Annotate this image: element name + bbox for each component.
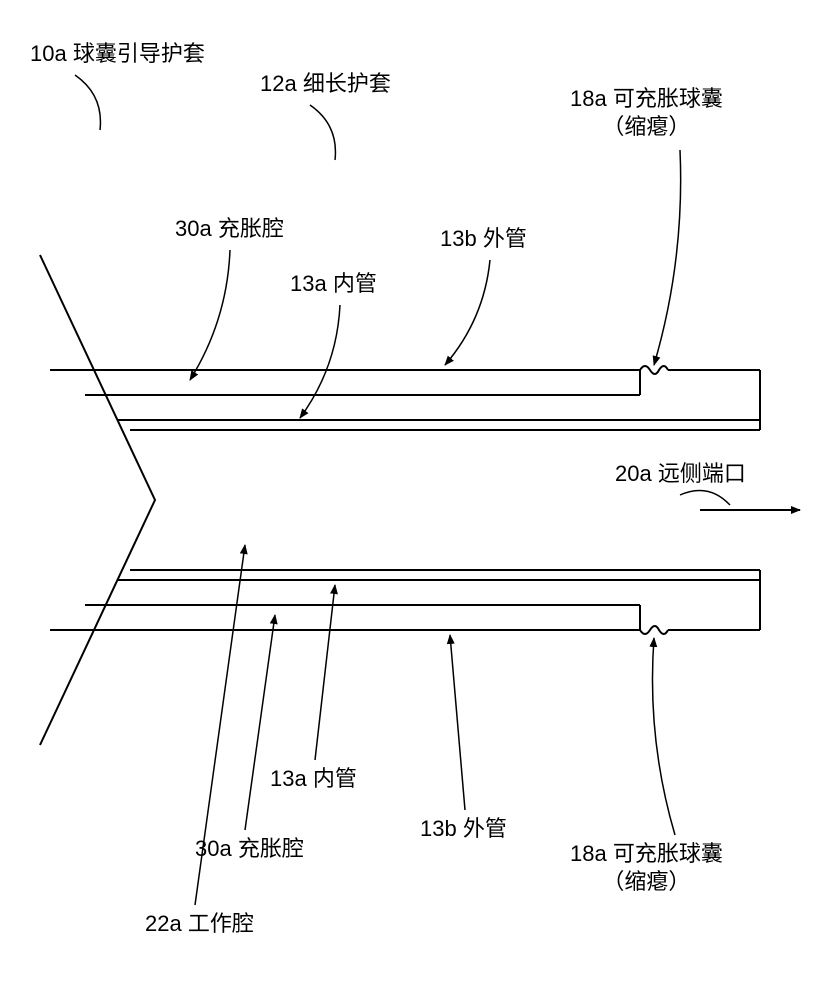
label-l13a_top: 13a 内管 xyxy=(290,270,377,298)
label-l20a: 20a 远侧端口 xyxy=(615,460,746,488)
label-l22a: 22a 工作腔 xyxy=(145,910,254,938)
label-text: 13b 外管 xyxy=(420,816,507,841)
label-l13b_bot: 13b 外管 xyxy=(420,815,507,843)
label-text: 30a 充胀腔 xyxy=(195,836,304,861)
label-text: 18a 可充胀球囊 xyxy=(570,841,723,866)
label-text: 13a 内管 xyxy=(290,271,377,296)
label-text: 22a 工作腔 xyxy=(145,911,254,936)
label-text: 30a 充胀腔 xyxy=(175,216,284,241)
label-text: 18a 可充胀球囊 xyxy=(570,86,723,111)
label-l18a_bot: 18a 可充胀球囊（缩瘪） xyxy=(570,840,723,895)
label-text: 13a 内管 xyxy=(270,766,357,791)
label-l12a: 12a 细长护套 xyxy=(260,70,391,98)
label-text: 20a 远侧端口 xyxy=(615,461,746,486)
label-l10a: 10a 球囊引导护套 xyxy=(30,40,205,68)
label-subtext: （缩瘪） xyxy=(570,113,723,141)
label-text: 12a 细长护套 xyxy=(260,71,391,96)
label-text: 13b 外管 xyxy=(440,226,527,251)
label-l13a_bot: 13a 内管 xyxy=(270,765,357,793)
label-text: 10a 球囊引导护套 xyxy=(30,41,205,66)
label-l18a_top: 18a 可充胀球囊（缩瘪） xyxy=(570,85,723,140)
label-l13b_top: 13b 外管 xyxy=(440,225,527,253)
cross-section-geometry xyxy=(40,255,800,745)
label-l30a_top: 30a 充胀腔 xyxy=(175,215,284,243)
label-l30a_bot: 30a 充胀腔 xyxy=(195,835,304,863)
leader-lines xyxy=(75,75,730,905)
label-subtext: （缩瘪） xyxy=(570,868,723,896)
